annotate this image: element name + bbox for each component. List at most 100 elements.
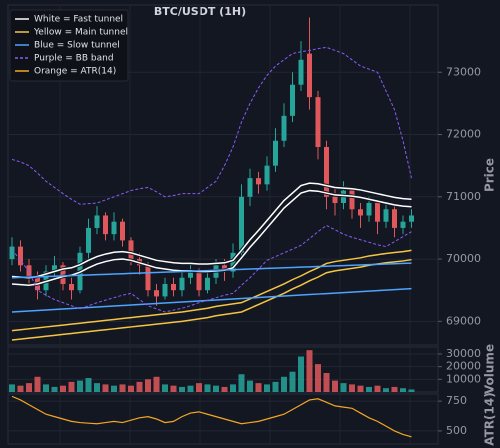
candle-body (366, 203, 372, 216)
volume-bar (400, 388, 406, 392)
volume-bar (391, 386, 398, 392)
candle-body (18, 246, 23, 266)
y-tick-label: 70000 (446, 252, 481, 265)
candle-body (111, 221, 117, 235)
volume-bar (374, 385, 381, 392)
candle-body (128, 240, 134, 260)
volume-bar (213, 385, 219, 392)
y-tick-label: 71000 (446, 190, 481, 203)
volume-bar (51, 386, 58, 392)
volume-bar (179, 386, 185, 392)
legend-label: Orange = ATR(14) (34, 67, 116, 77)
y-tick-label: 500 (446, 424, 467, 437)
volume-bar (111, 385, 117, 392)
candle-body (375, 203, 380, 222)
volume-bar (26, 383, 32, 392)
volume-bar (349, 384, 355, 392)
candle-body (205, 277, 210, 291)
volume-bar (128, 385, 134, 392)
candle-body (273, 140, 278, 166)
volume-bar (119, 384, 126, 392)
legend-label: Yellow = Main tunnel (33, 28, 128, 38)
candle-body (60, 265, 66, 284)
y-tick-label: 73000 (446, 65, 481, 78)
volume-bar (383, 388, 389, 392)
volume-bar (77, 380, 83, 392)
y-tick-label: 750 (446, 394, 467, 407)
candle-body (392, 209, 397, 228)
candle-body (179, 277, 185, 291)
legend-label: Blue = Slow tunnel (34, 41, 120, 51)
volume-bar (187, 385, 194, 392)
atr-axis-label: ATR(14) (483, 392, 497, 445)
candle-body (383, 209, 389, 222)
candle-body (145, 265, 151, 291)
y-tick-label: 20000 (446, 360, 481, 373)
candle-body (9, 246, 15, 260)
y-tick-label: 72000 (446, 128, 481, 141)
candle-body (171, 283, 176, 291)
y-tick-label: 69000 (446, 314, 481, 327)
candle-body (264, 165, 270, 185)
atr-line (11, 395, 412, 438)
volume-bar (289, 371, 296, 392)
band-line (11, 262, 412, 279)
candle-body (247, 178, 253, 197)
legend-label: Purple = BB band (34, 54, 114, 64)
candle-body (358, 209, 363, 216)
volume-bar (170, 385, 177, 392)
candle-body (154, 290, 159, 297)
volume-bar (247, 380, 253, 392)
volume-bar (221, 386, 228, 392)
candle-body (230, 252, 236, 272)
volume-bar (366, 386, 372, 392)
volume-bar (408, 389, 415, 392)
volume-bar (255, 383, 262, 392)
candle-body (315, 97, 321, 147)
volume-bar (272, 381, 279, 392)
volume-bar (298, 356, 304, 392)
band-line (11, 249, 412, 332)
volume-bar (68, 381, 75, 392)
volume-bar (85, 378, 92, 392)
candle-body (86, 227, 91, 253)
volume-bar (60, 385, 66, 392)
volume-bar (357, 385, 364, 392)
candle-body (349, 190, 355, 210)
band-line (11, 189, 412, 286)
volume-bar (43, 384, 49, 392)
candle-body (290, 84, 295, 116)
candle-body (298, 59, 304, 85)
y-tick-label: 30000 (446, 347, 481, 360)
volume-bar (204, 384, 211, 392)
candle-body (196, 271, 202, 291)
band-line (11, 224, 412, 313)
volume-bar (34, 376, 41, 392)
band-line (11, 287, 412, 313)
band-line (11, 258, 412, 341)
legend-box (9, 9, 129, 82)
volume-bar (102, 384, 109, 392)
candle-body (307, 53, 312, 98)
volume-bar (145, 379, 151, 392)
candle-body (239, 196, 244, 253)
volume-bar (281, 376, 287, 392)
candle-body (222, 265, 227, 272)
volume-bar (94, 383, 100, 392)
candle-body (69, 283, 74, 291)
candle-body (324, 146, 329, 197)
candle-body (120, 221, 125, 241)
volume-bar (230, 384, 236, 392)
volume-bar (136, 381, 143, 392)
candle-body (256, 178, 261, 185)
volume-bar (323, 372, 330, 392)
volume-bar (238, 374, 245, 392)
volume-bar (162, 384, 168, 392)
volume-axis-label: Volume (483, 344, 497, 394)
price-axis-label: Price (483, 158, 497, 192)
volume-bar (340, 383, 347, 392)
legend-label: White = Fast tunnel (34, 15, 123, 25)
candle-body (332, 196, 338, 204)
candle-body (94, 215, 100, 228)
